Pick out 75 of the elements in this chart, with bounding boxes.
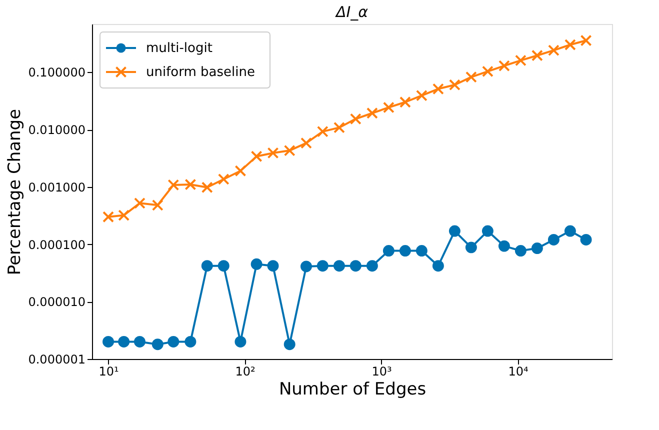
point [333, 122, 345, 134]
point [234, 336, 246, 348]
point [465, 71, 477, 83]
point [432, 83, 444, 95]
point [218, 260, 230, 272]
point [416, 90, 428, 102]
x-axis-title: Number of Edges [278, 380, 426, 400]
point [548, 44, 560, 56]
point [267, 147, 279, 159]
point [531, 50, 543, 62]
point [514, 245, 526, 256]
point [316, 126, 328, 138]
y-tick-label: 0.100000 [28, 66, 86, 80]
point [118, 336, 130, 348]
point [102, 336, 114, 348]
point [580, 234, 592, 246]
chart-title: ΔI_α [334, 3, 368, 21]
point [564, 225, 576, 237]
point [152, 199, 164, 211]
point [482, 66, 494, 78]
point [218, 173, 230, 185]
point [118, 210, 130, 222]
point [531, 242, 543, 254]
point [168, 336, 180, 348]
point [366, 107, 378, 119]
point [168, 179, 180, 191]
x-tick-label: 10² [235, 364, 256, 378]
point [399, 245, 411, 256]
point [201, 260, 213, 272]
point [416, 245, 428, 256]
point [350, 260, 362, 272]
y-tick-label: 0.010000 [28, 123, 86, 138]
x-tick-label: 10⁴ [508, 364, 529, 378]
point [300, 260, 312, 272]
point [184, 336, 196, 348]
point [399, 96, 411, 108]
point [432, 260, 444, 272]
point [316, 260, 328, 272]
point [448, 225, 460, 237]
point [234, 165, 246, 177]
point [448, 79, 460, 91]
y-tick-label: 0.000010 [28, 295, 86, 310]
point [333, 260, 345, 272]
point [300, 137, 312, 149]
point [366, 260, 378, 272]
point [284, 144, 296, 156]
point [201, 182, 213, 194]
point [250, 150, 262, 162]
y-tick-label: 0.001000 [28, 180, 86, 194]
point [267, 260, 279, 272]
legend-label: multi-logit [146, 41, 212, 56]
point [498, 60, 510, 72]
point [382, 245, 394, 256]
point [465, 242, 477, 254]
x-tick-label: 10¹ [98, 364, 119, 378]
point [350, 113, 362, 125]
point [564, 39, 576, 50]
x-tick-label: 10³ [372, 364, 392, 378]
point [134, 336, 146, 348]
point [134, 197, 146, 209]
point [498, 240, 510, 252]
point [580, 34, 592, 46]
point [152, 338, 164, 350]
point [250, 258, 262, 270]
point [184, 178, 196, 190]
point [284, 338, 296, 350]
point [548, 234, 560, 246]
point [482, 225, 494, 237]
y-axis-title: Percentage Change [5, 108, 26, 276]
y-tick-label: 0.000100 [28, 238, 86, 252]
y-tick-label: 0.000001 [28, 352, 86, 366]
point [382, 102, 394, 114]
point [102, 211, 114, 223]
legend-label: uniform baseline [146, 65, 255, 80]
point [514, 54, 526, 66]
